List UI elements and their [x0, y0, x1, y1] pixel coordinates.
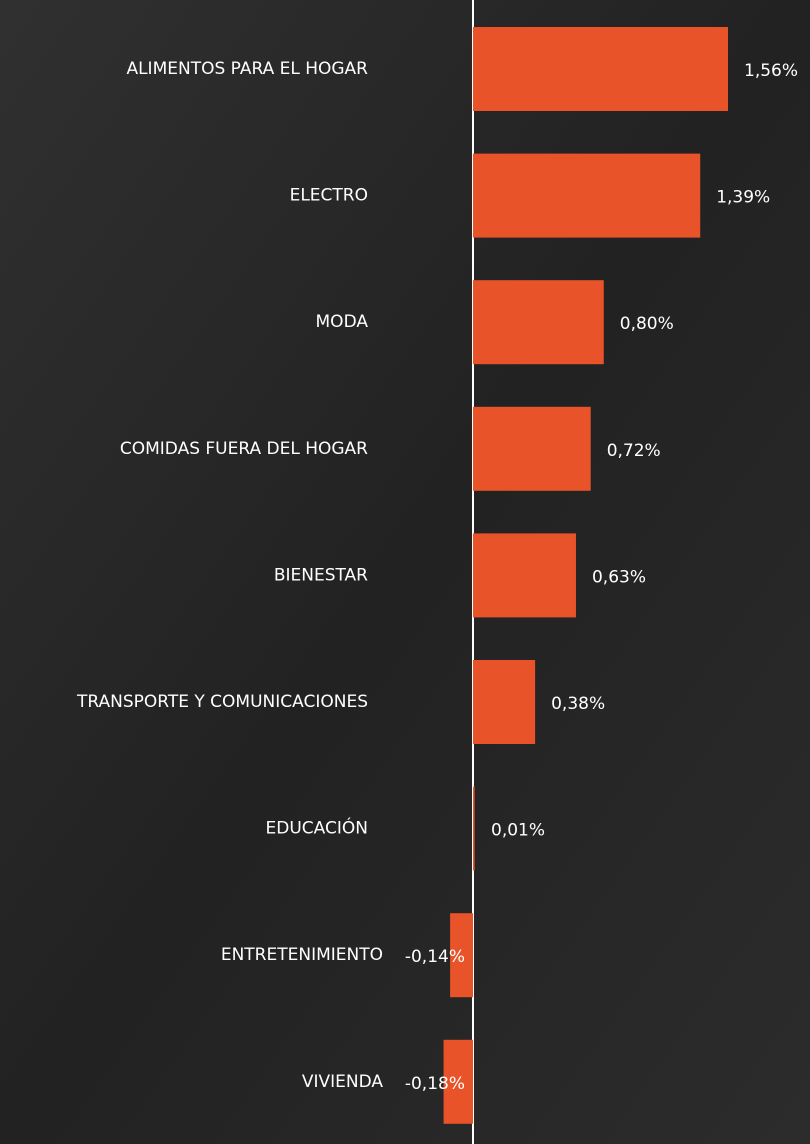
value-label: 1,39% — [716, 188, 770, 208]
x-tick-label: BIENESTAR — [274, 565, 368, 585]
value-label: 0,38% — [551, 694, 605, 714]
bar — [473, 660, 536, 744]
x-tick-label: COMIDAS FUERA DEL HOGAR — [120, 439, 368, 459]
bar — [443, 1039, 473, 1124]
value-label: -0,14% — [405, 947, 465, 967]
value-label: 0,80% — [620, 314, 674, 334]
x-tick-label: ELECTRO — [290, 186, 368, 206]
value-label: 0,01% — [491, 821, 545, 841]
value-label: 1,56% — [744, 61, 798, 81]
value-label: -0,18% — [405, 1074, 465, 1094]
bar — [473, 280, 604, 365]
bar — [473, 27, 728, 111]
x-tick-label: ENTRETENIMIENTO — [221, 945, 383, 965]
x-tick-label: TRANSPORTE Y COMUNICACIONES — [76, 692, 368, 712]
value-label: 0,63% — [592, 567, 646, 587]
bar — [473, 153, 701, 238]
bar — [473, 533, 576, 618]
x-tick-label: MODA — [316, 312, 369, 332]
x-tick-label: ALIMENTOS PARA EL HOGAR — [126, 59, 368, 79]
bar — [473, 406, 591, 491]
x-tick-label: EDUCACIÓN — [266, 817, 368, 839]
x-tick-label: VIVIENDA — [302, 1072, 384, 1092]
value-label: 0,72% — [607, 441, 661, 461]
bar — [473, 786, 475, 871]
bar — [450, 913, 473, 998]
